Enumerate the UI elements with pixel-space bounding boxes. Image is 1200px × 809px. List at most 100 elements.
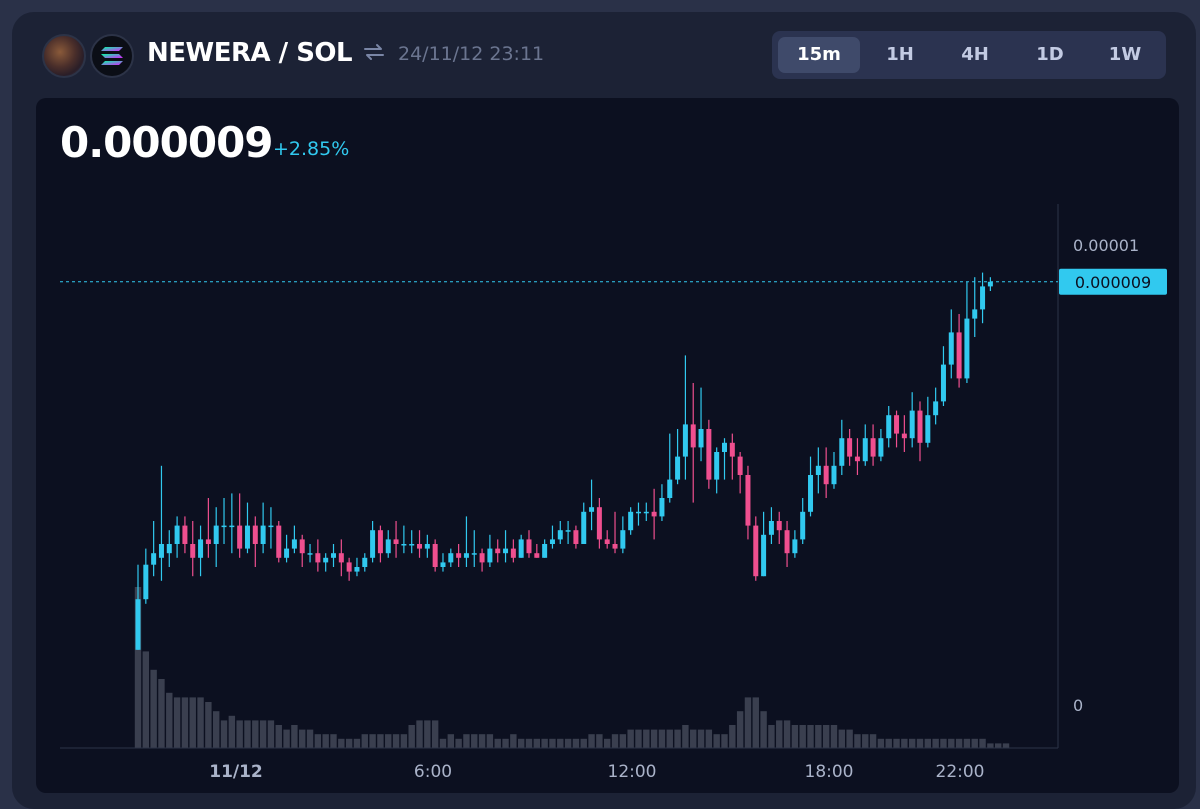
- candle[interactable]: [800, 498, 806, 544]
- candle[interactable]: [135, 564, 141, 650]
- candle[interactable]: [909, 392, 915, 448]
- swap-arrows-icon[interactable]: [362, 42, 386, 66]
- candle[interactable]: [158, 465, 164, 581]
- candle[interactable]: [338, 539, 344, 577]
- candle[interactable]: [917, 401, 923, 462]
- candle[interactable]: [362, 553, 368, 572]
- candle[interactable]: [737, 452, 743, 494]
- candle[interactable]: [221, 498, 227, 544]
- candle[interactable]: [956, 314, 962, 388]
- candle[interactable]: [690, 383, 696, 503]
- candle[interactable]: [244, 502, 250, 554]
- candle[interactable]: [370, 521, 376, 563]
- candle[interactable]: [542, 539, 548, 558]
- candle[interactable]: [299, 534, 305, 567]
- candle[interactable]: [518, 534, 524, 558]
- candle[interactable]: [284, 534, 290, 563]
- candlestick-chart[interactable]: 0.000009 0.00001 0 11/12 6:00 12:00 18:0…: [36, 98, 1179, 793]
- candle[interactable]: [307, 544, 313, 563]
- candle[interactable]: [612, 511, 618, 554]
- candle[interactable]: [604, 530, 610, 549]
- candle[interactable]: [432, 539, 438, 572]
- candle[interactable]: [393, 521, 399, 558]
- candle[interactable]: [198, 525, 204, 577]
- candle[interactable]: [698, 387, 704, 462]
- candle[interactable]: [456, 544, 462, 567]
- candle[interactable]: [581, 502, 587, 544]
- candle[interactable]: [682, 355, 688, 480]
- candle[interactable]: [980, 272, 986, 324]
- candle[interactable]: [745, 465, 751, 540]
- candle[interactable]: [776, 511, 782, 544]
- candle[interactable]: [440, 553, 446, 572]
- candle[interactable]: [385, 530, 391, 558]
- candle[interactable]: [870, 424, 876, 466]
- candle[interactable]: [534, 544, 540, 558]
- candle[interactable]: [331, 544, 336, 567]
- candle[interactable]: [213, 507, 219, 567]
- candle[interactable]: [808, 456, 814, 517]
- candle[interactable]: [448, 548, 454, 567]
- candle[interactable]: [901, 415, 907, 452]
- candle[interactable]: [166, 530, 172, 567]
- candle[interactable]: [174, 516, 180, 558]
- candle[interactable]: [972, 277, 978, 337]
- candle[interactable]: [401, 525, 407, 554]
- candle[interactable]: [878, 429, 884, 462]
- tab-1w[interactable]: 1W: [1108, 44, 1142, 65]
- candle[interactable]: [596, 498, 602, 549]
- candle[interactable]: [729, 433, 735, 480]
- candle[interactable]: [573, 525, 579, 549]
- candle[interactable]: [831, 452, 837, 489]
- candle[interactable]: [260, 502, 266, 554]
- candle[interactable]: [792, 530, 798, 558]
- candle[interactable]: [761, 511, 767, 577]
- candle[interactable]: [714, 447, 720, 494]
- candle[interactable]: [753, 516, 759, 581]
- candle[interactable]: [229, 493, 235, 554]
- candle[interactable]: [471, 530, 477, 567]
- candle[interactable]: [424, 534, 430, 558]
- tab-1d[interactable]: 1D: [1036, 44, 1064, 65]
- candle[interactable]: [151, 521, 157, 577]
- candle[interactable]: [815, 447, 821, 494]
- candle[interactable]: [315, 539, 321, 572]
- candle[interactable]: [940, 346, 946, 406]
- candle[interactable]: [948, 309, 954, 379]
- candle[interactable]: [635, 502, 641, 526]
- tab-4h[interactable]: 4H: [961, 44, 989, 65]
- candle[interactable]: [659, 484, 665, 521]
- candle[interactable]: [894, 410, 900, 448]
- candle[interactable]: [847, 429, 853, 466]
- candle[interactable]: [706, 419, 712, 489]
- candle[interactable]: [565, 521, 571, 544]
- candle[interactable]: [182, 516, 188, 554]
- candle[interactable]: [675, 429, 681, 485]
- candle[interactable]: [526, 530, 532, 558]
- candle[interactable]: [510, 539, 516, 563]
- candle[interactable]: [323, 553, 329, 572]
- candle[interactable]: [503, 530, 509, 563]
- candle[interactable]: [933, 387, 939, 425]
- candle[interactable]: [589, 479, 595, 531]
- candle[interactable]: [839, 419, 845, 475]
- candle[interactable]: [346, 557, 352, 581]
- candle[interactable]: [722, 438, 727, 480]
- candle[interactable]: [549, 525, 555, 549]
- candle[interactable]: [628, 507, 634, 535]
- candle[interactable]: [237, 493, 243, 558]
- candle[interactable]: [190, 521, 196, 577]
- candle[interactable]: [409, 530, 415, 554]
- candle[interactable]: [768, 507, 774, 544]
- candle[interactable]: [987, 277, 993, 291]
- candle[interactable]: [417, 530, 423, 558]
- candle[interactable]: [479, 548, 485, 572]
- tab-1h[interactable]: 1H: [886, 44, 914, 65]
- candle[interactable]: [268, 507, 274, 549]
- candle[interactable]: [823, 447, 829, 498]
- candle[interactable]: [487, 534, 493, 567]
- candle[interactable]: [862, 424, 868, 466]
- candle[interactable]: [854, 438, 860, 475]
- candle[interactable]: [620, 516, 626, 554]
- candle[interactable]: [354, 557, 360, 577]
